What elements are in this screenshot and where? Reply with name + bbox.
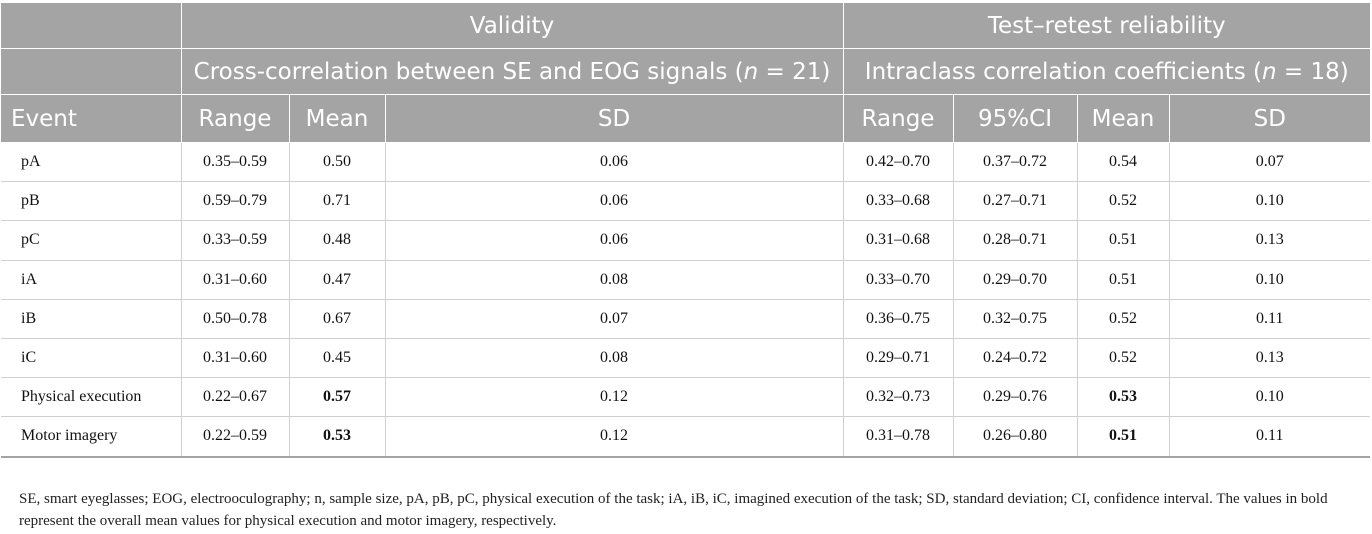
table-row: pB 0.59–0.79 0.71 0.06 0.33–0.68 0.27–0.… — [1, 181, 1370, 222]
header-row-columns: Event Range Mean SD Range 95%CI Mean SD — [1, 94, 1370, 143]
table-row: iA 0.31–0.60 0.47 0.08 0.33–0.70 0.29–0.… — [1, 260, 1370, 300]
table-row: pC 0.33–0.59 0.48 0.06 0.31–0.68 0.28–0.… — [1, 220, 1370, 261]
cell-v-range: 0.59–0.79 — [180, 181, 289, 222]
cell-v-mean: 0.50 — [288, 142, 385, 183]
cell-r-mean: 0.54 — [1076, 142, 1169, 183]
cell-v-range: 0.22–0.59 — [180, 416, 289, 458]
cell-event: pB — [1, 181, 181, 222]
cell-r-range: 0.36–0.75 — [842, 299, 953, 339]
cell-event: iC — [1, 338, 181, 379]
cell-r-sd: 0.13 — [1168, 220, 1370, 261]
cell-v-sd: 0.08 — [384, 260, 843, 300]
cell-r-mean: 0.53 — [1076, 377, 1169, 418]
header-blank — [1, 3, 181, 49]
cell-r-sd: 0.10 — [1168, 260, 1370, 300]
table-row: iC 0.31–0.60 0.45 0.08 0.29–0.71 0.24–0.… — [1, 338, 1370, 379]
cell-v-sd: 0.06 — [384, 220, 843, 261]
cell-event: iA — [1, 260, 181, 300]
cell-v-sd: 0.06 — [384, 181, 843, 222]
table-row: pA 0.35–0.59 0.50 0.06 0.42–0.70 0.37–0.… — [1, 142, 1370, 183]
reliability-sub-suffix: = 18) — [1276, 58, 1349, 85]
header-validity: Validity — [180, 3, 843, 49]
validity-sub-suffix: = 21) — [758, 58, 831, 85]
cell-r-sd: 0.11 — [1168, 299, 1370, 339]
col-reliability-ci: 95%CI — [952, 94, 1077, 143]
cell-v-range: 0.50–0.78 — [180, 299, 289, 339]
col-reliability-range: Range — [842, 94, 953, 143]
cell-r-ci: 0.32–0.75 — [952, 299, 1077, 339]
table-row: iB 0.50–0.78 0.67 0.07 0.36–0.75 0.32–0.… — [1, 299, 1370, 339]
header-row-groups: Validity Test–retest reliability — [1, 3, 1370, 49]
cell-event: iB — [1, 299, 181, 339]
cell-r-mean: 0.52 — [1076, 338, 1169, 379]
col-event: Event — [1, 94, 181, 143]
cell-v-sd: 0.08 — [384, 338, 843, 379]
cell-r-ci: 0.26–0.80 — [952, 416, 1077, 458]
cell-v-sd: 0.07 — [384, 299, 843, 339]
cell-v-mean: 0.48 — [288, 220, 385, 261]
header-reliability-sub: Intraclass correlation coefficients (n =… — [842, 48, 1370, 95]
results-table: Validity Test–retest reliability Cross-c… — [1, 3, 1370, 458]
cell-v-mean: 0.71 — [288, 181, 385, 222]
header-blank-2 — [1, 48, 181, 95]
cell-r-range: 0.42–0.70 — [842, 142, 953, 183]
header-row-subgroups: Cross-correlation between SE and EOG sig… — [1, 48, 1370, 95]
cell-r-sd: 0.10 — [1168, 181, 1370, 222]
cell-v-range: 0.22–0.67 — [180, 377, 289, 418]
cell-v-mean: 0.53 — [288, 416, 385, 458]
cell-r-ci: 0.24–0.72 — [952, 338, 1077, 379]
reliability-sub-prefix: Intraclass correlation coefficients ( — [864, 58, 1262, 85]
cell-v-range: 0.31–0.60 — [180, 338, 289, 379]
cell-r-range: 0.32–0.73 — [842, 377, 953, 418]
cell-r-sd: 0.10 — [1168, 377, 1370, 418]
validity-sub-prefix: Cross-correlation between SE and EOG sig… — [193, 58, 744, 85]
header-reliability: Test–retest reliability — [842, 3, 1370, 49]
table-row: Physical execution 0.22–0.67 0.57 0.12 0… — [1, 377, 1370, 418]
validity-sub-n: n — [743, 58, 759, 85]
cell-v-mean: 0.57 — [288, 377, 385, 418]
cell-r-ci: 0.29–0.70 — [952, 260, 1077, 300]
cell-r-sd: 0.13 — [1168, 338, 1370, 379]
cell-r-ci: 0.37–0.72 — [952, 142, 1077, 183]
col-reliability-sd: SD — [1168, 94, 1370, 143]
cell-r-ci: 0.27–0.71 — [952, 181, 1077, 222]
cell-v-sd: 0.06 — [384, 142, 843, 183]
cell-r-range: 0.31–0.68 — [842, 220, 953, 261]
cell-r-range: 0.31–0.78 — [842, 416, 953, 458]
col-reliability-mean: Mean — [1076, 94, 1169, 143]
cell-v-sd: 0.12 — [384, 377, 843, 418]
header-validity-sub: Cross-correlation between SE and EOG sig… — [180, 48, 843, 95]
table-row: Motor imagery 0.22–0.59 0.53 0.12 0.31–0… — [1, 416, 1370, 458]
cell-r-sd: 0.11 — [1168, 416, 1370, 458]
cell-r-mean: 0.51 — [1076, 260, 1169, 300]
cell-event: pC — [1, 220, 181, 261]
cell-r-range: 0.33–0.70 — [842, 260, 953, 300]
cell-r-mean: 0.51 — [1076, 416, 1169, 458]
cell-r-mean: 0.52 — [1076, 181, 1169, 222]
cell-r-mean: 0.52 — [1076, 299, 1169, 339]
cell-r-sd: 0.07 — [1168, 142, 1370, 183]
cell-event: pA — [1, 142, 181, 183]
cell-v-sd: 0.12 — [384, 416, 843, 458]
table-footnote: SE, smart eyeglasses; EOG, electrooculog… — [19, 491, 1328, 529]
cell-v-range: 0.31–0.60 — [180, 260, 289, 300]
cell-event: Physical execution — [1, 377, 181, 418]
cell-r-range: 0.33–0.68 — [842, 181, 953, 222]
cell-v-mean: 0.45 — [288, 338, 385, 379]
cell-v-mean: 0.67 — [288, 299, 385, 339]
reliability-sub-n: n — [1262, 58, 1277, 85]
col-validity-mean: Mean — [288, 94, 385, 143]
cell-r-ci: 0.28–0.71 — [952, 220, 1077, 261]
cell-v-range: 0.35–0.59 — [180, 142, 289, 183]
cell-r-range: 0.29–0.71 — [842, 338, 953, 379]
cell-v-mean: 0.47 — [288, 260, 385, 300]
col-validity-range: Range — [180, 94, 289, 143]
cell-r-ci: 0.29–0.76 — [952, 377, 1077, 418]
col-validity-sd: SD — [384, 94, 843, 143]
cell-event: Motor imagery — [1, 416, 181, 458]
cell-v-range: 0.33–0.59 — [180, 220, 289, 261]
cell-r-mean: 0.51 — [1076, 220, 1169, 261]
